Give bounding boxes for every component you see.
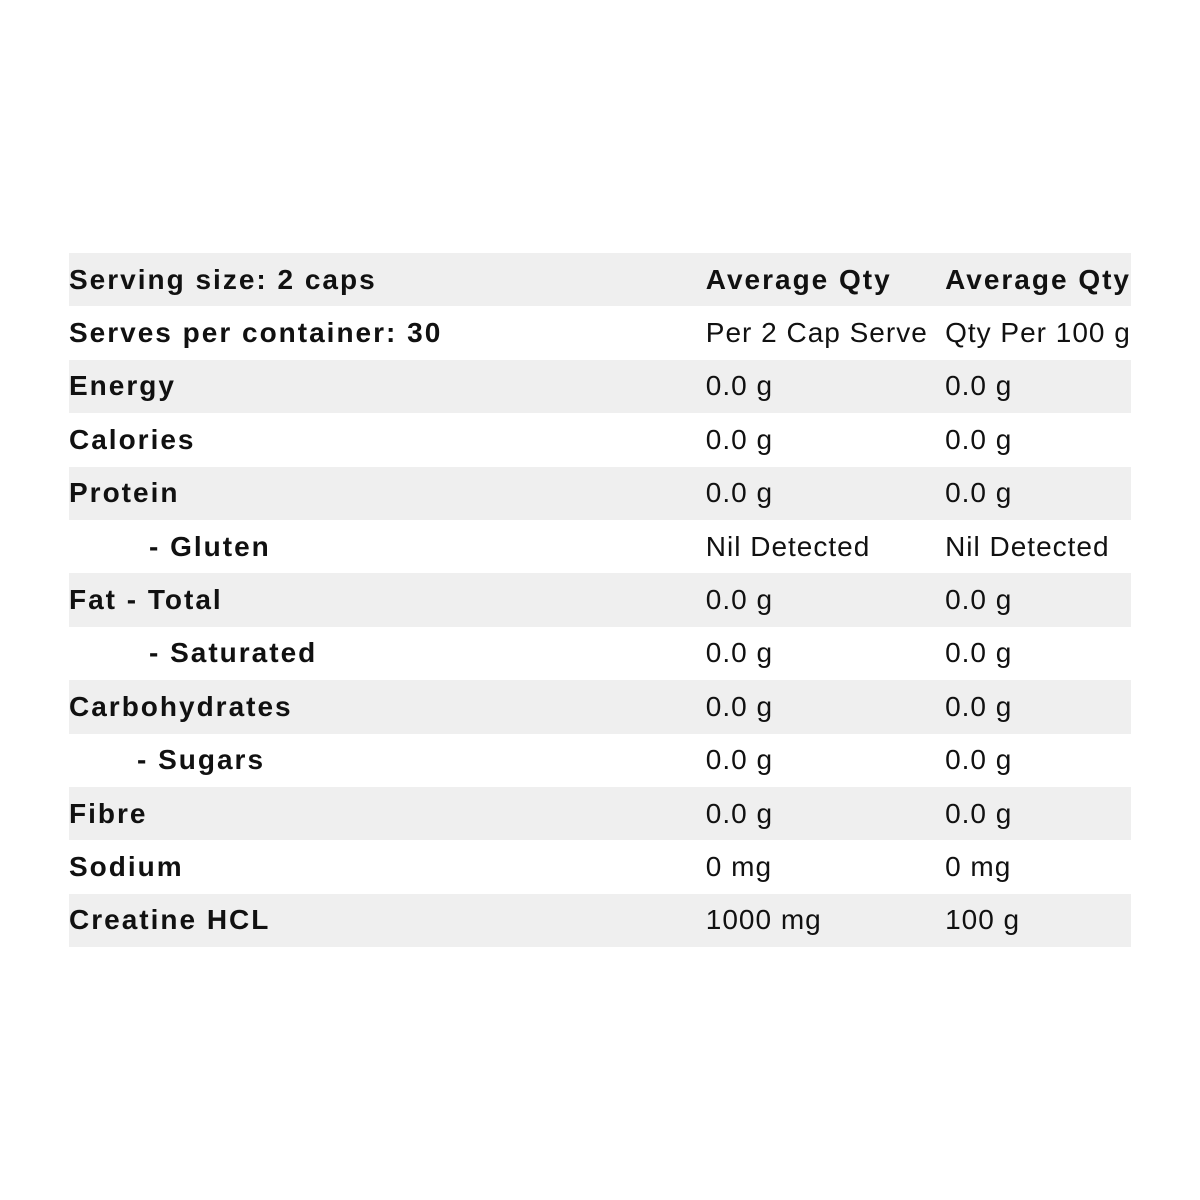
table-row: Serves per container: 30 Per 2 Cap Serve Q… [69, 306, 1131, 359]
nutrient-value: 0.0 g [705, 744, 774, 776]
nutrient-label: - Gluten [149, 530, 271, 562]
nutrient-label: Energy [69, 359, 706, 414]
nutrient-value: 0.0 g [705, 680, 946, 734]
table-row: Calories 0.0 g 0.0 g [69, 413, 1131, 466]
nutrient-value: Per 2 Cap Serve [705, 317, 928, 349]
nutrient-value: 0.0 g [945, 637, 1013, 669]
table-row: Creatine HCL 1000 mg 100 g [69, 893, 1131, 948]
nutrient-label: Protein [69, 466, 706, 520]
nutrient-value: 0.0 g [945, 786, 1131, 841]
nutrient-value: 0.0 g [945, 359, 1131, 414]
nutrient-value: Average Qty [705, 253, 946, 307]
nutrient-label: Serving size: 2 caps [69, 253, 706, 307]
nutrient-label: Fibre [69, 786, 706, 841]
nutrient-value: 0 mg [945, 850, 1012, 882]
nutrient-value: 0.0 g [705, 423, 774, 455]
nutrient-value: 0.0 g [945, 423, 1013, 455]
nutrient-value: 0.0 g [705, 637, 774, 669]
nutrient-value: 0.0 g [705, 466, 946, 520]
nutrient-value: Average Qty [945, 253, 1131, 307]
nutrient-label: - Saturated [149, 637, 318, 669]
table-row: Carbohydrates 0.0 g 0.0 g [69, 680, 1131, 734]
nutrient-value: Qty Per 100 g [945, 317, 1131, 349]
nutrient-label: Carbohydrates [69, 680, 706, 734]
table-row: Fibre 0.0 g 0.0 g [69, 786, 1131, 841]
table-row: - Sugars 0.0 g 0.0 g [69, 734, 1131, 787]
table-row: - Saturated 0.0 g 0.0 g [69, 627, 1131, 680]
table-row: Fat - Total 0.0 g 0.0 g [69, 573, 1131, 627]
nutrient-value: 0.0 g [945, 680, 1131, 734]
nutrient-value: 0 mg [705, 850, 773, 882]
table-row: - Gluten Nil Detected Nil Detected [69, 520, 1131, 573]
nutrient-value: 0.0 g [945, 744, 1013, 776]
nutrient-label: - Sugars [137, 744, 266, 776]
nutrient-value: Nil Detected [945, 530, 1110, 562]
table-row: Serving size: 2 caps Average Qty Average Q… [69, 253, 1131, 307]
table-row: Energy 0.0 g 0.0 g [69, 359, 1131, 414]
nutrient-value: 1000 mg [705, 893, 946, 948]
nutrient-value: 0.0 g [945, 573, 1131, 627]
nutrition-table: Serving size: 2 caps Average Qty Average Q… [69, 253, 1131, 948]
nutrient-label: Serves per container: 30 [69, 317, 443, 349]
table-row: Sodium 0 mg 0 mg [69, 840, 1131, 893]
table-row: Protein 0.0 g 0.0 g [69, 466, 1131, 520]
nutrient-label: Calories [69, 423, 196, 455]
nutrient-value: Nil Detected [705, 530, 871, 562]
nutrient-value: 0.0 g [705, 573, 946, 627]
nutrient-value: 100 g [945, 893, 1131, 948]
nutrient-label: Sodium [69, 850, 184, 882]
nutrient-value: 0.0 g [945, 466, 1131, 520]
nutrient-value: 0.0 g [705, 359, 946, 414]
nutrient-label: Fat - Total [69, 573, 706, 627]
nutrient-label: Creatine HCL [69, 893, 706, 948]
nutrient-value: 0.0 g [705, 786, 946, 841]
